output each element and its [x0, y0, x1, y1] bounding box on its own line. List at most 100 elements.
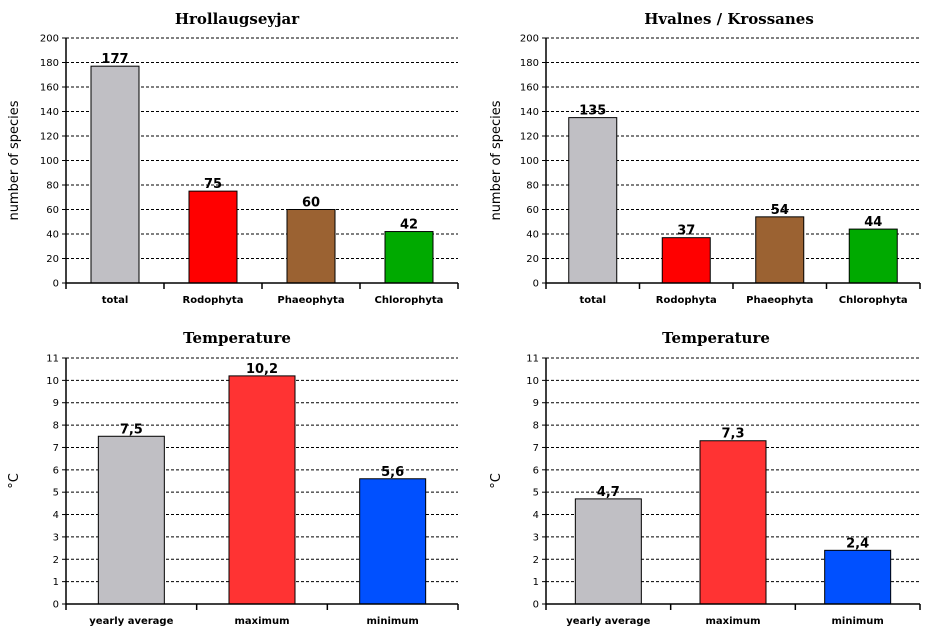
y-tick-label: 2	[53, 555, 59, 566]
data-label: 75	[204, 177, 222, 192]
y-tick-label: 180	[520, 58, 539, 69]
y-tick-label: 80	[526, 181, 539, 192]
y-tick-label: 120	[520, 132, 539, 143]
y-tick-label: 140	[40, 107, 59, 118]
bar	[90, 65, 140, 284]
bar	[699, 440, 767, 605]
y-tick-label: 0	[533, 600, 539, 611]
bar	[384, 231, 434, 284]
data-label: 2,4	[846, 536, 869, 551]
y-tick-label: 160	[40, 83, 59, 94]
y-tick-label: 3	[53, 532, 59, 543]
y-tick-label: 160	[520, 83, 539, 94]
y-tick-label: 0	[53, 279, 59, 290]
y-tick-label: 10	[526, 376, 539, 387]
x-tick-label: Chlorophyta	[375, 295, 444, 306]
y-tick-label: 0	[53, 600, 59, 611]
chart-title: Temperature	[662, 329, 770, 347]
chart-panel: Hvalnes / Krossanes number of species 0 20 4…	[489, 10, 921, 306]
y-axis-label: number of species	[489, 100, 504, 220]
data-label: 4,7	[597, 485, 620, 500]
y-tick-label: 5	[533, 488, 539, 499]
y-tick-label: 5	[53, 488, 59, 499]
x-tick-label: Chlorophyta	[839, 295, 908, 306]
y-tick-label: 11	[46, 354, 59, 365]
y-tick-label: 200	[520, 34, 539, 45]
x-tick-label: total	[579, 295, 606, 306]
x-tick-label: minimum	[366, 616, 418, 627]
bar	[568, 117, 618, 284]
bar	[97, 435, 165, 605]
data-label: 42	[400, 218, 418, 233]
x-tick-label: Phaeophyta	[277, 295, 344, 306]
y-tick-label: 100	[520, 156, 539, 167]
data-label: 54	[771, 203, 789, 218]
data-label: 177	[101, 52, 128, 67]
x-tick-label: maximum	[705, 616, 760, 627]
chart-panel: Temperature °C 0 1 2 3 4 5 6 7 8 9 10 11 7,5 yearly ave…	[7, 329, 459, 627]
data-label: 7,3	[721, 427, 744, 442]
bar	[359, 478, 427, 605]
bar	[286, 209, 336, 284]
y-tick-label: 100	[40, 156, 59, 167]
y-tick-label: 40	[46, 230, 59, 241]
y-tick-label: 40	[526, 230, 539, 241]
y-axis-label: °C	[7, 473, 22, 489]
y-tick-label: 8	[53, 421, 59, 432]
data-label: 10,2	[246, 362, 278, 377]
chart-title: Temperature	[183, 329, 291, 347]
y-tick-label: 180	[40, 58, 59, 69]
y-tick-label: 11	[526, 354, 539, 365]
y-tick-label: 80	[46, 181, 59, 192]
y-tick-label: 2	[533, 555, 539, 566]
y-tick-label: 200	[40, 34, 59, 45]
y-tick-label: 9	[53, 398, 59, 409]
bar	[848, 228, 898, 284]
data-label: 44	[864, 215, 882, 230]
x-tick-label: Rodophyta	[183, 295, 244, 306]
data-label: 5,6	[381, 465, 404, 480]
x-tick-label: total	[102, 295, 129, 306]
y-tick-label: 1	[53, 577, 59, 588]
y-tick-label: 9	[533, 398, 539, 409]
y-tick-label: 8	[533, 421, 539, 432]
y-tick-label: 20	[46, 254, 59, 265]
y-tick-label: 6	[533, 465, 539, 476]
y-tick-label: 60	[526, 205, 539, 216]
x-tick-label: minimum	[831, 616, 883, 627]
chart-title: Hvalnes / Krossanes	[644, 10, 814, 28]
y-tick-label: 140	[520, 107, 539, 118]
x-tick-label: yearly average	[566, 616, 650, 627]
bar	[755, 216, 805, 284]
x-tick-label: maximum	[234, 616, 289, 627]
y-tick-label: 4	[53, 510, 59, 521]
y-tick-label: 10	[46, 376, 59, 387]
bar	[228, 375, 296, 605]
y-axis-label: number of species	[7, 100, 22, 220]
y-tick-label: 1	[533, 577, 539, 588]
y-tick-label: 20	[526, 254, 539, 265]
y-tick-label: 4	[533, 510, 539, 521]
y-tick-label: 120	[40, 132, 59, 143]
chart-panel: Hrollaugseyjar number of species 0 20 40 60 80…	[7, 10, 459, 306]
bar	[188, 190, 238, 284]
y-tick-label: 0	[533, 279, 539, 290]
data-label: 37	[677, 224, 695, 239]
chart-panel: Temperature °C 0 1 2 3 4 5 6 7 8 9 10 11 4,7 yearly ave…	[489, 329, 921, 627]
bar	[661, 237, 711, 284]
data-label: 7,5	[120, 422, 143, 437]
x-tick-label: Rodophyta	[656, 295, 717, 306]
y-tick-label: 3	[533, 532, 539, 543]
chart-title: Hrollaugseyjar	[175, 10, 300, 28]
y-tick-label: 6	[53, 465, 59, 476]
x-tick-label: yearly average	[89, 616, 173, 627]
y-tick-label: 7	[533, 443, 539, 454]
data-label: 135	[579, 104, 606, 119]
y-axis-label: °C	[489, 473, 504, 489]
data-label: 60	[302, 196, 320, 211]
bar	[574, 498, 642, 605]
bar	[824, 549, 892, 605]
x-tick-label: Phaeophyta	[746, 295, 813, 306]
y-tick-label: 7	[53, 443, 59, 454]
